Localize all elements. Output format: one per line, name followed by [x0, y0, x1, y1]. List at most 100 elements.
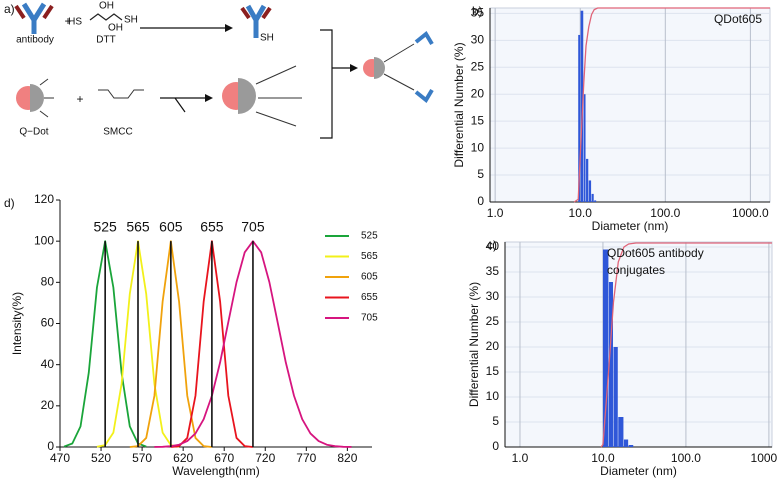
x-tick-label: 1000.0 [732, 206, 769, 220]
cumulative-line [600, 242, 772, 448]
qdot-shell [30, 84, 44, 112]
label: SH [260, 33, 274, 44]
arrowhead [205, 94, 213, 102]
y-tick-label: 35 [471, 6, 485, 20]
smcc-structure [98, 89, 144, 99]
x-tick-label: 520 [91, 451, 111, 465]
plot-background [504, 241, 773, 448]
y-tick-label: 10 [486, 389, 500, 403]
bar [578, 34, 581, 202]
x-axis-title: Wavelength(nm) [172, 464, 260, 478]
annotation: conjugates [607, 263, 665, 277]
reduced-antibody-icon [240, 4, 272, 38]
plus: + [64, 14, 71, 28]
bar [623, 439, 629, 447]
x-tick-label: 620 [173, 451, 193, 465]
bar [613, 347, 618, 447]
y-tick-label: 5 [477, 167, 484, 181]
conjugated-antibody [414, 31, 434, 103]
bar [602, 249, 609, 447]
peak-label: 705 [241, 219, 265, 235]
legend-label: 655 [361, 292, 378, 303]
y-tick-label: 30 [486, 289, 500, 303]
label: Q−Dot [19, 127, 48, 138]
x-tick-label: 470 [50, 451, 70, 465]
x-tick-label: 570 [132, 451, 152, 465]
x-tick-label: 820 [337, 451, 357, 465]
x-tick-label: 720 [255, 451, 275, 465]
legend-label: 705 [361, 313, 378, 324]
dtt-structure [89, 13, 123, 21]
antibody-icon [14, 2, 54, 34]
panel-label: b) [472, 4, 483, 18]
panel-label: d) [4, 196, 15, 210]
y-tick-label: 20 [471, 86, 485, 100]
bracket [320, 29, 350, 139]
y-axis-title: Differential Number (%) [452, 42, 466, 167]
legend-label: 565 [361, 251, 378, 262]
x-tick-label: 670 [214, 451, 234, 465]
x-tick-label: 100.0 [671, 451, 701, 465]
y-tick-label: 100 [34, 233, 54, 247]
y-tick-label: 15 [486, 364, 500, 378]
x-axis-title: Diameter (nm) [592, 219, 669, 233]
bar [608, 282, 613, 447]
annotation: QDot605 antibody [607, 246, 704, 260]
plot-background [489, 7, 771, 203]
x-tick-label: 1.0 [512, 451, 529, 465]
legend-label: 525 [361, 231, 378, 242]
linkers [383, 43, 415, 91]
bar [583, 94, 586, 202]
annotation: QDot605 [714, 12, 762, 26]
y-tick-label: 60 [41, 316, 55, 330]
y-tick-label: 35 [486, 264, 500, 278]
y-tick-label: 40 [486, 239, 500, 253]
chart-panel: d) 0 20 40 60 80 100 120 470 520 570 620 670 720 770 82… [4, 192, 378, 478]
label: OH [108, 23, 123, 34]
label: HS [68, 17, 82, 28]
y-tick-label: 25 [471, 59, 485, 73]
y-tick-label: 120 [34, 192, 54, 206]
label: antibody [16, 35, 54, 46]
bar [586, 158, 589, 202]
y-tick-label: 20 [486, 339, 500, 353]
x-tick-label: 1000.0 [751, 451, 778, 465]
amine-groups [39, 78, 54, 118]
label: SMCC [103, 127, 132, 138]
peak-label: 605 [159, 219, 183, 235]
plus: + [76, 92, 83, 106]
x-tick-label: 10.0 [591, 451, 615, 465]
x-tick-label: 770 [296, 451, 316, 465]
bar [588, 180, 592, 202]
peak-label: 565 [126, 219, 150, 235]
bar [591, 193, 594, 202]
y-tick-label: 0 [477, 194, 484, 208]
y-tick-label: 5 [492, 414, 499, 428]
peak-label: 525 [93, 219, 117, 235]
y-tick-label: 30 [471, 33, 485, 47]
arrowhead [350, 64, 358, 72]
x-tick-label: 100.0 [650, 206, 680, 220]
cumulative-line [573, 7, 770, 203]
y-tick-label: 15 [471, 113, 485, 127]
qdot-shell [374, 57, 385, 79]
y-tick-label: 20 [41, 398, 55, 412]
y-tick-label: 0 [47, 439, 54, 453]
qdot-shell [238, 78, 256, 114]
arrow [160, 97, 205, 113]
linkers [255, 65, 302, 127]
bar [580, 10, 584, 203]
arrowhead [225, 24, 233, 32]
bar [594, 200, 597, 202]
x-tick-label: 1.0 [487, 206, 504, 220]
panel-label: c) [487, 238, 497, 252]
y-tick-label: 10 [471, 140, 485, 154]
peak-label: 655 [200, 219, 224, 235]
y-tick-label: 25 [486, 314, 500, 328]
label: OH [99, 1, 114, 12]
y-tick-label: 80 [41, 275, 55, 289]
chart-panel: c) 0 5 10 15 20 25 30 35 40 1.0 10.0 100.0 1000.0 Diam… [467, 238, 778, 478]
bar [628, 445, 634, 447]
x-tick-label: 10.0 [569, 206, 593, 220]
